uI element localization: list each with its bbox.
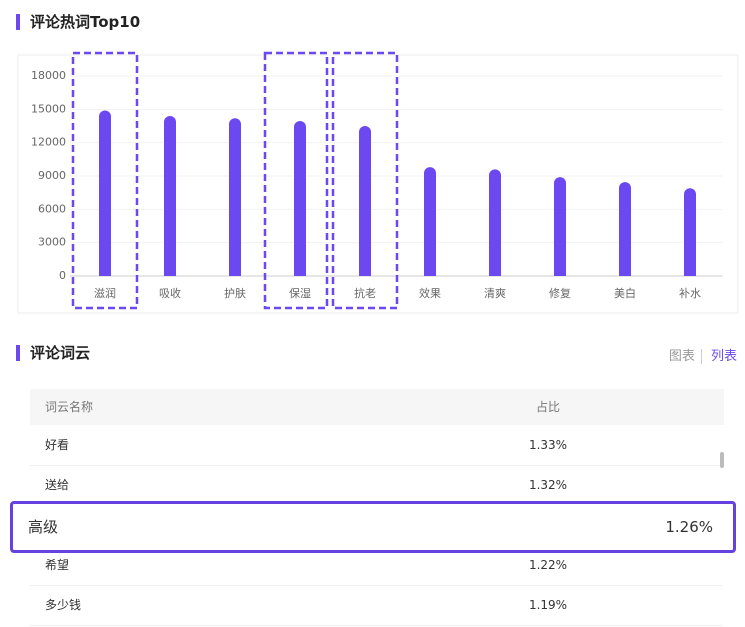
- x-tick-label: 保湿: [289, 286, 311, 300]
- table-row: 多少钱 1.19%: [30, 585, 722, 626]
- x-tick-label: 滋润: [94, 286, 116, 300]
- x-tick-label: 抗老: [354, 286, 376, 300]
- word-cell: 希望: [45, 558, 70, 572]
- tab[interactable]: 列表: [710, 349, 737, 364]
- x-tick-label: 修复: [549, 286, 571, 300]
- bar: [99, 110, 111, 276]
- table-header: 词云名称 占比: [30, 389, 724, 425]
- column-header: 占比: [535, 400, 560, 414]
- word-cell: 多少钱: [45, 598, 82, 612]
- tab[interactable]: 图表: [668, 349, 702, 364]
- y-tick-label: 9000: [38, 169, 66, 182]
- table-row: 希望 1.22%: [30, 545, 722, 586]
- chart-frame: [17, 54, 739, 314]
- bar: [164, 116, 176, 276]
- bar: [359, 126, 371, 276]
- share-cell: 1.26%: [665, 518, 713, 536]
- highlight-box: [263, 51, 329, 310]
- share-cell: 1.32%: [528, 478, 568, 492]
- share-cell: 1.19%: [528, 598, 568, 612]
- x-tick-label: 吸收: [159, 286, 181, 300]
- bar: [424, 167, 436, 276]
- x-tick-label: 护肤: [224, 286, 246, 300]
- bar: [554, 177, 566, 276]
- x-tick-label: 效果: [419, 286, 441, 300]
- word-cell: 送给: [45, 478, 70, 492]
- share-cell: 1.22%: [528, 558, 568, 572]
- share-cell: 1.33%: [528, 438, 568, 452]
- bar: [294, 121, 306, 276]
- y-tick-label: 0: [59, 269, 66, 282]
- section-title: 评论词云: [16, 345, 90, 361]
- chart: 0 3000 6000 9000 12000 15000 18000 滋润 吸收 护肤 保湿 抗老 效果…: [17, 51, 739, 314]
- y-tick-label: 15000: [31, 102, 66, 115]
- x-tick-label: 补水: [679, 287, 701, 300]
- x-tick-label: 清爽: [484, 287, 506, 300]
- highlight-box: [71, 51, 139, 310]
- y-tick-label: 3000: [38, 236, 66, 249]
- table-row: 好看 1.33%: [30, 425, 722, 466]
- view-tabs: 图表 列表: [668, 345, 737, 364]
- highlighted-row: 高级 1.26%: [10, 501, 736, 553]
- y-tick-label: 6000: [38, 202, 66, 215]
- y-tick-label: 12000: [31, 136, 66, 149]
- highlight-boxes: [71, 51, 399, 310]
- y-tick-label: 18000: [31, 69, 66, 82]
- plot: 0 3000 6000 9000 12000 15000 18000 滋润 吸收 护肤 保湿 抗老 效果…: [31, 69, 723, 300]
- bar: [489, 169, 501, 276]
- x-tick-label: 美白: [614, 286, 636, 300]
- section-title: 评论热词Top10: [16, 14, 140, 30]
- highlight-box: [331, 51, 399, 310]
- bar: [229, 118, 241, 276]
- bar: [684, 188, 696, 276]
- bar: [619, 182, 631, 276]
- column-header: 词云名称: [45, 400, 94, 414]
- scrollbar[interactable]: [720, 452, 724, 468]
- word-cell: 好看: [45, 438, 70, 452]
- table-row: 送给 1.32%: [30, 465, 722, 506]
- word-cell: 高级: [28, 518, 59, 536]
